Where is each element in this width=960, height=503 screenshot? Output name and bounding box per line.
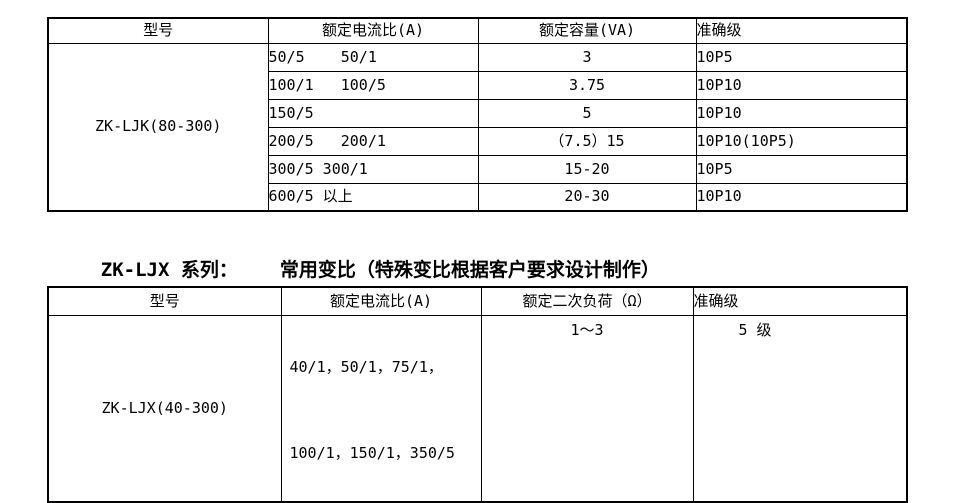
table-row: ZK-LJX(40-300) 40/1，50/1，75/1， 100/1，150…	[47, 314, 908, 502]
table-row: 150/5 5 10P10	[48, 98, 908, 128]
model-cell: ZK-LJK(80-300)	[47, 42, 269, 212]
ljx-spec-table: 型号 额定电流比(A) 额定二次负荷（Ω） 准确级 ZK-LJX(40-300)…	[47, 286, 908, 503]
ratio-cell: 50/5 50/1	[267, 42, 479, 72]
capacity-cell: 20-30	[477, 182, 697, 212]
header-model: 型号	[47, 17, 269, 44]
ratio-cell: 300/5 300/1	[267, 154, 479, 184]
accuracy-cell: 10P10	[695, 70, 908, 100]
capacity-cell: 5	[477, 98, 697, 128]
table-row: 100/1 100/5 3.75 10P10	[48, 70, 908, 100]
series-note: 常用变比（特殊变比根据客户要求设计制作）	[279, 259, 660, 281]
model-cell: ZK-LJX(40-300)	[47, 314, 282, 502]
capacity-cell: 3	[477, 42, 697, 72]
ratio-cell: 100/1 100/5	[267, 70, 479, 100]
accuracy-cell: 5 级	[692, 314, 908, 502]
table-row: ZK-LJK(80-300) 50/5 50/1 3 10P5	[47, 42, 908, 212]
accuracy-cell: 10P10	[695, 98, 908, 128]
ratio-cell: 600/5 以上	[267, 182, 479, 212]
capacity-cell: 3.75	[477, 70, 697, 100]
table-header-row: 型号 额定电流比(A) 额定二次负荷（Ω） 准确级	[47, 286, 908, 316]
series-name: ZK-LJX 系列：	[100, 259, 238, 281]
accuracy-cell: 10P10(10P5)	[695, 126, 908, 156]
ratio-cell: 150/5	[267, 98, 479, 128]
header-rated-current-ratio: 额定电流比(A)	[280, 286, 482, 316]
header-model: 型号	[47, 286, 282, 316]
table-row: 600/5 以上 20-30 10P10	[48, 182, 908, 212]
accuracy-cell: 10P10	[695, 182, 908, 212]
capacity-cell: 15-20	[477, 154, 697, 184]
ratio-line-2: 100/1，150/1，350/5	[289, 443, 455, 462]
ratio-cell: 200/5 200/1	[267, 126, 479, 156]
table-row: 300/5 300/1 15-20 10P5	[48, 154, 908, 184]
ratio-cell: 40/1，50/1，75/1， 100/1，150/1，350/5	[280, 314, 482, 502]
accuracy-cell: 10P5	[695, 154, 908, 184]
ratio-line-1: 40/1，50/1，75/1，	[289, 357, 443, 376]
table-header-row: 型号 额定电流比(A) 额定容量(VA) 准确级	[47, 17, 908, 44]
document-page: 型号 额定电流比(A) 额定容量(VA) 准确级 ZK-LJK(80-300) …	[47, 17, 908, 503]
accuracy-cell: 10P5	[695, 42, 908, 72]
header-rated-capacity: 额定容量(VA)	[477, 17, 697, 44]
header-rated-secondary-burden: 额定二次负荷（Ω）	[480, 286, 694, 316]
header-accuracy-class: 准确级	[692, 286, 908, 316]
burden-cell: 1～3	[480, 314, 694, 502]
ljk-spec-table: 型号 额定电流比(A) 额定容量(VA) 准确级 ZK-LJK(80-300) …	[47, 17, 908, 212]
series-heading: ZK-LJX 系列： 常用变比（特殊变比根据客户要求设计制作）	[55, 234, 660, 306]
header-accuracy-class: 准确级	[695, 17, 908, 44]
capacity-cell: （7.5）15	[477, 126, 697, 156]
header-rated-current-ratio: 额定电流比(A)	[267, 17, 479, 44]
